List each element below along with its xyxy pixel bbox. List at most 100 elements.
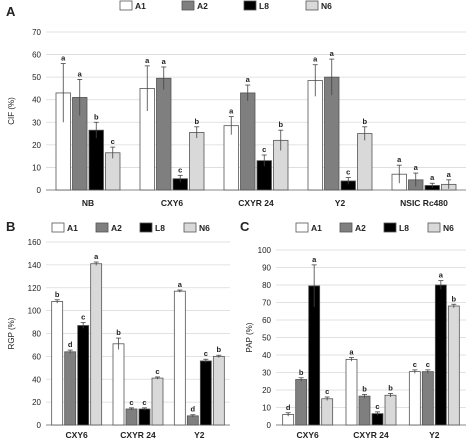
significance-label: a <box>430 173 435 182</box>
y-tick-label: 50 <box>32 73 41 82</box>
bar-a2 <box>421 371 434 426</box>
bar-a2 <box>240 92 256 191</box>
bar-n6 <box>447 305 460 426</box>
legend-label-l8: L8 <box>259 1 269 11</box>
significance-label: a <box>162 57 167 66</box>
legend-label-a2: A2 <box>111 223 122 233</box>
legend-label-a1: A1 <box>311 223 322 233</box>
category-label: CXYR 24 <box>120 430 156 440</box>
legend-swatch-a1 <box>295 222 309 233</box>
y-tick-label: 20 <box>262 386 271 395</box>
bar-a1 <box>51 301 64 426</box>
legend-label-l8: L8 <box>155 223 165 233</box>
significance-label: c <box>204 349 208 358</box>
y-tick-label: 40 <box>32 96 41 105</box>
significance-label: c <box>262 145 266 154</box>
legend-label-a2: A2 <box>355 223 366 233</box>
y-tick-label: 160 <box>28 238 42 247</box>
significance-label: a <box>145 56 150 65</box>
y-tick-label: 60 <box>262 316 271 325</box>
category-label: Y2 <box>194 430 205 440</box>
significance-label: c <box>346 168 350 177</box>
significance-label: a <box>178 280 183 289</box>
bar-a1 <box>345 358 358 426</box>
significance-label: a <box>78 69 83 78</box>
significance-label: d <box>286 403 291 412</box>
category-label: Y2 <box>335 198 346 208</box>
y-axis-label: PAP (%) <box>245 322 254 352</box>
significance-label: b <box>388 384 393 393</box>
y-tick-label: 10 <box>262 404 271 413</box>
bar-l8 <box>199 360 212 426</box>
category-label: CXY6 <box>66 430 88 440</box>
significance-label: c <box>325 387 329 396</box>
legend-label-n6: N6 <box>321 1 332 11</box>
significance-label: a <box>94 252 99 261</box>
significance-label: a <box>414 163 419 172</box>
category-label: CXYR 24 <box>353 430 389 440</box>
bar-a1 <box>112 343 125 426</box>
y-tick-label: 40 <box>262 351 271 360</box>
y-tick-label: 10 <box>32 163 41 172</box>
category-label: CXY6 <box>297 430 319 440</box>
significance-label: c <box>129 398 133 407</box>
y-axis-label: RGP (%) <box>7 317 16 349</box>
bar-a2 <box>358 395 371 426</box>
y-tick-label: 0 <box>267 421 272 430</box>
bar-a2 <box>295 379 308 426</box>
significance-label: a <box>229 107 234 116</box>
significance-label: a <box>349 348 354 357</box>
y-tick-label: 20 <box>32 398 41 407</box>
significance-label: b <box>217 345 222 354</box>
significance-label: c <box>178 165 182 174</box>
significance-label: a <box>61 54 66 63</box>
y-tick-label: 60 <box>32 352 41 361</box>
significance-label: b <box>278 120 283 129</box>
significance-label: b <box>362 117 367 126</box>
significance-label: b <box>194 117 199 126</box>
category-label: NB <box>82 198 94 208</box>
significance-label: b <box>362 384 367 393</box>
y-tick-label: 30 <box>32 118 41 127</box>
panel-letter: A <box>6 4 16 19</box>
legend-label-n6: N6 <box>199 223 210 233</box>
category-label: CXYR 24 <box>238 198 274 208</box>
legend-swatch-l8 <box>139 222 153 233</box>
panel-C: C 0 10 20 30 40 50 60 70 80 90 100 PAP (%) A1 A2 L8 N6 d b… <box>240 219 466 440</box>
bar-a1 <box>408 371 421 426</box>
legend-swatch-n6 <box>305 0 319 11</box>
legend-swatch-a2 <box>95 222 109 233</box>
legend-swatch-a1 <box>119 0 133 11</box>
significance-label: b <box>452 294 457 303</box>
y-tick-label: 0 <box>37 186 42 195</box>
significance-label: b <box>94 112 99 121</box>
legend-swatch-a1 <box>51 222 65 233</box>
y-tick-label: 80 <box>262 281 271 290</box>
significance-label: a <box>447 170 452 179</box>
bar-a1 <box>307 80 323 191</box>
legend-label-a2: A2 <box>197 1 208 11</box>
legend-swatch-a2 <box>339 222 353 233</box>
bar-a2 <box>64 351 77 426</box>
significance-label: d <box>191 405 196 414</box>
legend-label-a1: A1 <box>135 1 146 11</box>
y-tick-label: 30 <box>262 369 271 378</box>
significance-label: a <box>439 271 444 280</box>
bar-l8 <box>434 284 447 426</box>
y-tick-label: 100 <box>28 307 42 316</box>
bar-l8 <box>138 408 151 426</box>
bar-n6 <box>384 394 397 426</box>
legend-label-a1: A1 <box>67 223 78 233</box>
y-tick-label: 40 <box>32 375 41 384</box>
bar-a1 <box>223 125 239 191</box>
legend-swatch-l8 <box>383 222 397 233</box>
y-tick-label: 60 <box>32 51 41 60</box>
category-label: Y2 <box>429 430 440 440</box>
legend-swatch-a2 <box>181 0 195 11</box>
bar-a2 <box>156 77 172 191</box>
significance-label: c <box>413 360 417 369</box>
y-tick-label: 90 <box>262 264 271 273</box>
panel-letter: B <box>6 219 15 234</box>
